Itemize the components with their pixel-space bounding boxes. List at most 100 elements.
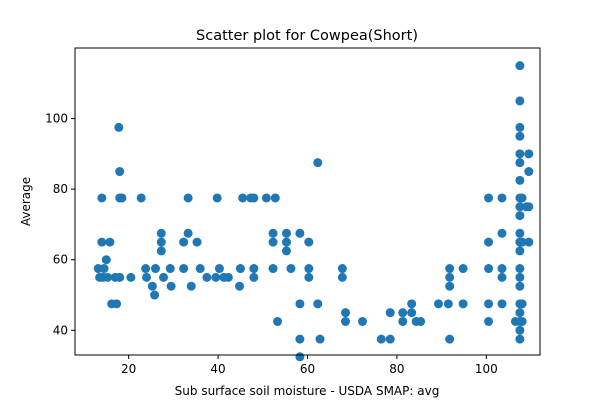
scatter-point [515,264,525,274]
scatter-point [341,316,350,326]
scatter-point [105,237,115,247]
scatter-point [270,193,280,203]
scatter-point [515,158,525,168]
scatter-point [281,237,291,247]
scatter-point [315,334,325,344]
scatter-point [376,334,386,344]
scatter-point [515,61,525,71]
scatter-point [268,264,278,274]
chart-title: Scatter plot for Cowpea(Short) [196,28,418,44]
scatter-point [112,299,122,309]
scatter-point [165,264,175,274]
scatter-point [179,264,189,274]
scatter-point [517,237,527,247]
scatter-point [445,264,455,274]
scatter-point [286,264,296,274]
scatter-point [211,272,221,282]
scatter-point [103,272,113,282]
scatter-point [445,334,455,344]
y-axis-label: Average [19,177,33,226]
scatter-point [114,122,124,132]
scatter-point [416,316,426,326]
scatter-point [515,131,525,141]
scatter-point [214,264,224,274]
scatter-point [497,299,507,309]
scatter-point [295,334,305,344]
scatter-point [497,193,507,203]
scatter-point [524,149,534,159]
scatter-point [141,264,151,274]
scatter-point [150,290,160,300]
scatter-point [385,308,395,318]
scatter-point [484,237,494,247]
scatter-point [97,193,107,203]
y-tick-label: 100 [45,112,68,126]
scatter-point [497,264,507,274]
scatter-point [484,193,494,203]
scatter-point [281,228,291,238]
ticks-layer: 20 40 60 80 100 40 60 80 100 [45,112,498,376]
scatter-point [515,211,525,221]
x-axis-label: Sub surface soil moisture - USDA SMAP: a… [175,384,440,398]
scatter-point [304,272,314,282]
scatter-point [398,308,408,318]
scatter-point [304,264,314,274]
y-tick-label: 60 [53,253,68,267]
scatter-point [515,96,525,106]
scatter-point [434,299,443,309]
scatter-point [313,158,323,168]
scatter-point [515,281,525,291]
scatter-point [458,299,468,309]
scatter-point [183,228,193,238]
scatter-point [117,193,127,203]
x-tick-label: 80 [389,362,404,376]
scatter-point [515,122,525,132]
scatter-point [515,149,525,159]
scatter-point [156,237,166,247]
scatter-point [249,193,259,203]
scatter-point [150,264,160,274]
scatter-point [484,299,494,309]
scatter-point [99,264,109,274]
x-tick-label: 100 [475,362,498,376]
scatter-point [484,316,494,326]
scatter-point [524,167,534,177]
scatter-point [398,316,408,326]
scatter-point [281,246,291,256]
scatter-point [273,316,283,326]
scatter-point [136,193,146,203]
scatter-point [202,272,212,282]
scatter-point [268,237,278,247]
scatter-point [295,352,305,362]
scatter-point [484,264,494,274]
scatter-point [524,202,534,212]
scatter-point [407,299,417,309]
scatter-point [515,202,525,212]
scatter-point [458,264,468,274]
scatter-point [358,316,367,326]
x-tick-label: 40 [210,362,225,376]
scatter-point [101,255,111,265]
scatter-point [515,308,525,318]
scatter-point [497,228,507,238]
scatter-point [515,334,525,344]
scatter-point [147,281,157,291]
scatter-point [385,334,395,344]
scatter-point [249,264,259,274]
scatter-point [268,228,278,238]
y-tick-label: 80 [53,182,68,196]
scatter-point [223,272,233,282]
scatter-point [337,272,347,282]
scatter-point [238,193,248,203]
scatter-point [517,299,527,309]
scatter-point [515,325,525,335]
scatter-point [97,237,107,247]
scatter-point [515,246,525,256]
scatter-point [341,308,350,318]
scatter-point [313,299,323,309]
scatter-point [515,228,525,238]
scatter-point [115,167,125,177]
scatter-point [304,237,314,247]
